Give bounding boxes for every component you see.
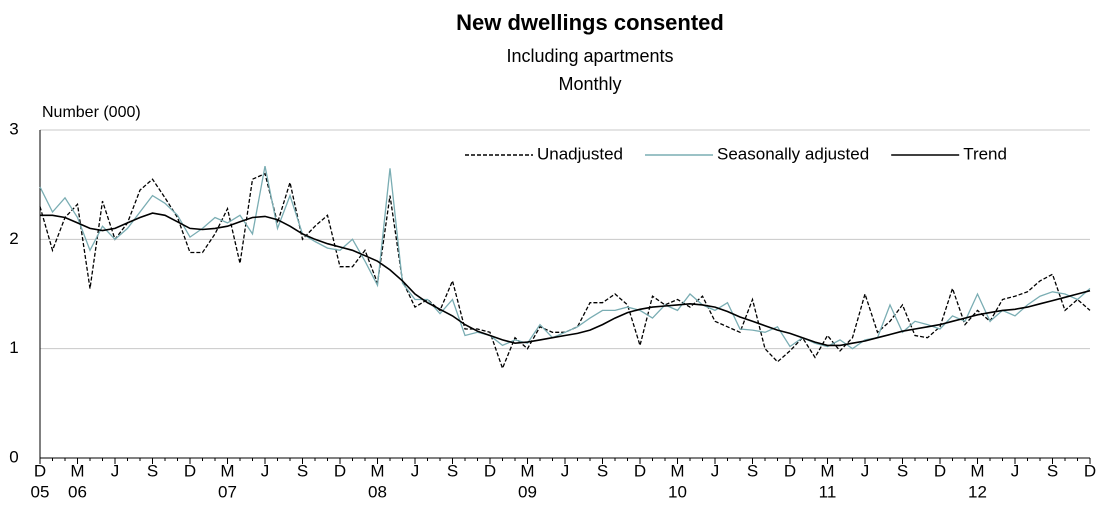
x-tick-label: S [447,461,458,480]
x-tick-label: M [520,461,534,480]
x-tick-label: S [597,461,608,480]
x-tick-label: J [561,461,570,480]
x-year-label: 12 [968,482,987,501]
chart-subtitle: Including apartments [506,46,673,66]
x-tick-label: D [784,461,796,480]
x-year-label: 09 [518,482,537,501]
chart-subtitle: Monthly [558,74,621,94]
x-tick-label: S [897,461,908,480]
x-tick-label: J [111,461,120,480]
x-tick-label: S [747,461,758,480]
x-year-label: 08 [368,482,387,501]
x-tick-label: M [820,461,834,480]
x-tick-label: J [711,461,720,480]
x-tick-label: M [370,461,384,480]
x-year-label: 06 [68,482,87,501]
y-axis-label: Number (000) [42,104,141,121]
y-tick-label: 1 [9,338,18,357]
x-tick-label: J [1011,461,1020,480]
legend-label: Trend [963,144,1007,163]
x-year-label: 05 [31,482,50,501]
x-year-label: 07 [218,482,237,501]
legend-label: Seasonally adjusted [717,144,869,163]
x-tick-label: D [34,461,46,480]
legend-label: Unadjusted [537,144,623,163]
y-tick-label: 0 [9,447,18,466]
x-tick-label: D [934,461,946,480]
x-tick-label: D [484,461,496,480]
x-year-label: 11 [819,482,837,501]
x-tick-label: M [220,461,234,480]
x-tick-label: J [261,461,270,480]
x-tick-label: S [147,461,158,480]
x-tick-label: D [634,461,646,480]
series-line [40,212,1091,347]
x-year-label: 10 [668,482,687,501]
x-tick-label: J [861,461,870,480]
x-tick-label: D [1084,461,1096,480]
x-tick-label: D [334,461,346,480]
x-tick-label: M [70,461,84,480]
x-tick-label: D [184,461,196,480]
x-tick-label: S [297,461,308,480]
series-line [39,165,1091,350]
y-tick-label: 2 [9,229,18,248]
chart-title: New dwellings consented [456,10,724,35]
series-line [39,172,1091,371]
x-tick-label: M [670,461,684,480]
x-tick-label: J [411,461,420,480]
x-tick-label: M [970,461,984,480]
x-tick-label: S [1047,461,1058,480]
y-tick-label: 3 [9,119,18,138]
